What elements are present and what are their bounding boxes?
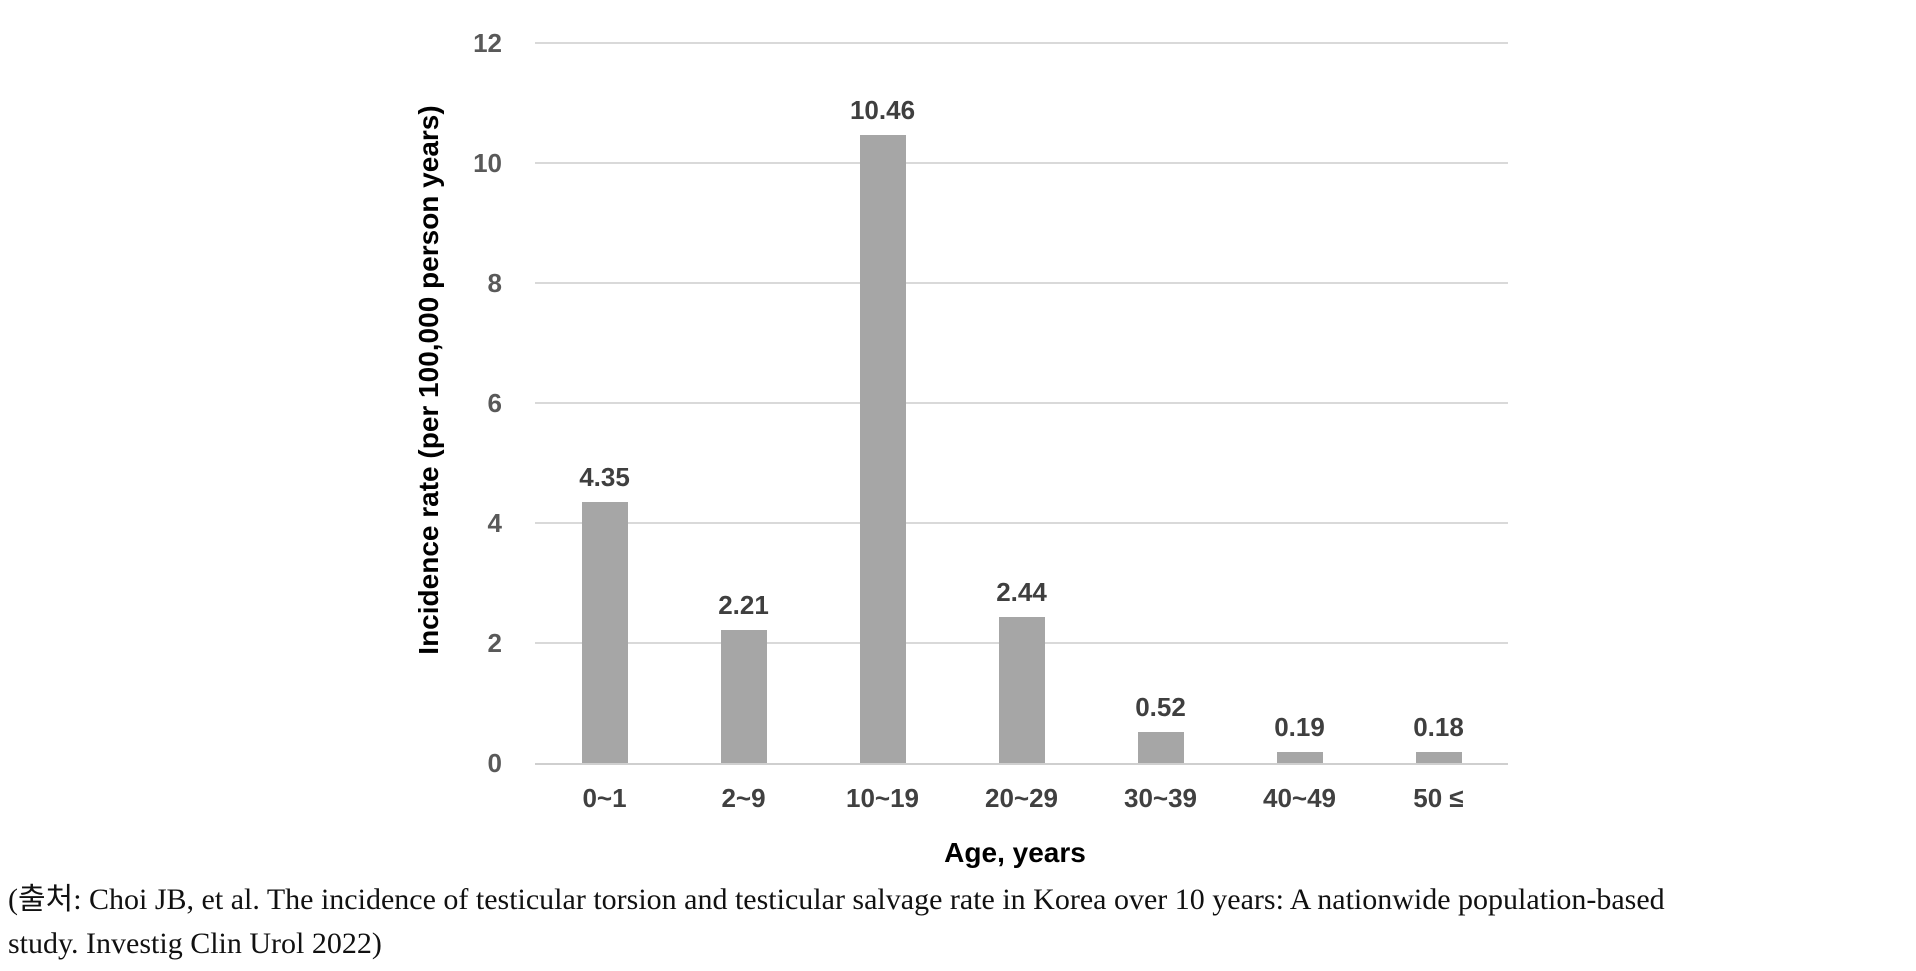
bar-0~1 [581, 502, 628, 763]
y-tick-label: 2 [487, 628, 502, 658]
y-tick-label: 8 [487, 268, 502, 298]
bar-value-label: 2.21 [718, 590, 769, 621]
bar-value-label: 0.52 [1135, 691, 1186, 722]
source-caption-line: (출처: Choi JB, et al. The incidence of te… [8, 883, 1665, 916]
y-tick-label: 12 [473, 28, 502, 58]
bar-value-label: 10.46 [849, 95, 916, 126]
y-tick-label: 4 [487, 508, 502, 538]
y-tick-label: 10 [473, 148, 502, 178]
bar-value-label: 4.35 [579, 462, 630, 492]
gridline-6 [535, 402, 1508, 404]
gridline-12 [535, 42, 1508, 44]
x-tick-label: 30~39 [1123, 783, 1198, 813]
x-tick-labels: 0~1 2~9 10~19 20~29 30~39 40~49 50 ≤ [535, 785, 1508, 815]
y-tick-labels: 0 2 4 6 8 10 12 [440, 30, 502, 776]
y-tick-label: 6 [487, 388, 502, 418]
bar-20~29 [998, 616, 1045, 763]
bar-10~19 [859, 135, 906, 763]
source-caption-line: study. Investig Clin Urol 2022) [8, 927, 382, 960]
bar-2~9 [720, 630, 767, 763]
x-tick-label: 50 ≤ [1413, 783, 1464, 813]
x-tick-label: 20~29 [984, 783, 1059, 813]
y-tick-label: 0 [487, 748, 502, 778]
source-caption: (출처: Choi JB, et al. The incidence of te… [8, 878, 1908, 966]
bar-50 ≤ [1415, 752, 1462, 763]
plot-area: 4.35 2.21 10.46 2.44 0.52 0.19 0.18 [535, 42, 1508, 765]
bar-value-label: 0.18 [1413, 712, 1464, 743]
x-tick-label: 0~1 [582, 783, 627, 813]
x-tick-label: 10~19 [845, 783, 920, 813]
x-tick-label: 40~49 [1262, 783, 1337, 813]
gridline-10 [535, 162, 1508, 164]
bar-40~49 [1276, 751, 1323, 763]
gridline-4 [535, 522, 1508, 524]
x-tick-label: 2~9 [721, 783, 766, 813]
bar-value-label: 0.19 [1274, 711, 1325, 742]
bar-30~39 [1137, 731, 1184, 763]
bar-value-label: 2.44 [996, 576, 1047, 607]
x-axis-title: Age, years [944, 837, 1086, 868]
gridline-8 [535, 282, 1508, 284]
